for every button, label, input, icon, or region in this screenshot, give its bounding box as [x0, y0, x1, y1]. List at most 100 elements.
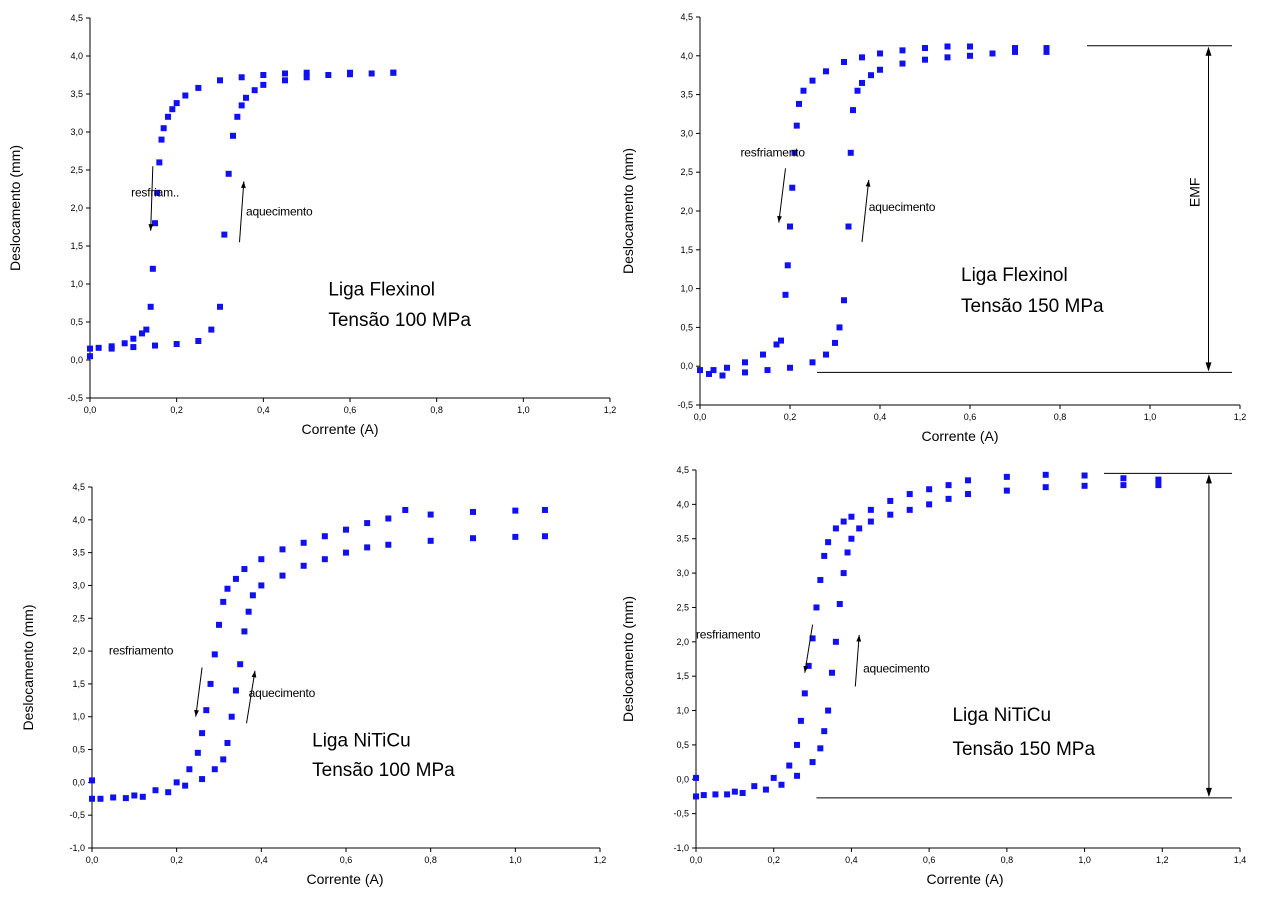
data-point: [906, 491, 913, 498]
data-point: [195, 84, 202, 91]
data-point: [108, 345, 115, 352]
data-point: [797, 717, 804, 724]
x-tick-label: 1,4: [1234, 855, 1247, 865]
arrowhead-icon: [803, 665, 809, 673]
annotation-text: Tensão 150 MPa: [961, 296, 1104, 317]
data-point: [800, 87, 807, 94]
data-point: [832, 339, 838, 346]
annotation-text: aquecimento: [249, 686, 316, 700]
data-point: [165, 789, 172, 796]
annotation-text: resfriamento: [741, 146, 806, 160]
data-point: [700, 792, 707, 799]
data-point: [1081, 482, 1088, 489]
data-point: [232, 687, 239, 694]
data-point: [234, 113, 241, 120]
data-point: [789, 184, 796, 191]
data-point: [809, 759, 816, 766]
y-tick-label: 1,5: [72, 679, 85, 689]
data-point: [794, 741, 801, 748]
y-tick-label: 3,5: [676, 534, 689, 544]
data-point: [194, 749, 201, 756]
data-point: [173, 100, 180, 107]
data-point: [165, 113, 171, 120]
data-point: [1043, 45, 1050, 52]
data-point: [347, 71, 353, 78]
data-point: [801, 690, 808, 697]
annotation-text: resfriamento: [109, 643, 174, 657]
x-tick-label: 0,4: [255, 855, 268, 865]
heating-arrow-icon: [246, 670, 256, 724]
data-point: [836, 601, 843, 608]
y-tick-label: 3,0: [676, 568, 689, 578]
data-point: [427, 537, 434, 544]
data-point: [249, 592, 256, 599]
data-point: [710, 367, 717, 374]
data-point: [207, 680, 214, 687]
data-point: [1043, 48, 1050, 55]
data-point: [859, 79, 865, 86]
y-tick-label: 0,0: [70, 355, 83, 365]
chart-panel-1: -0,50,00,51,01,52,02,53,03,54,04,50,0 0,2…: [7, 13, 616, 437]
data-point: [1155, 476, 1162, 483]
data-point: [152, 787, 159, 794]
x-tick-label: 0,8: [424, 855, 437, 865]
data-point: [693, 793, 699, 800]
y-tick-label: 3,0: [72, 580, 85, 590]
arrowhead-icon: [194, 709, 199, 717]
y-tick-label: 2,0: [680, 206, 693, 216]
data-point: [303, 69, 310, 76]
data-point: [922, 45, 928, 52]
x-tick-label: 0,4: [874, 412, 887, 422]
x-tick-label: 0,6: [964, 412, 977, 422]
data-point: [1003, 487, 1010, 494]
x-tick-label: 0,0: [86, 855, 99, 865]
y-tick-label: 1,0: [680, 284, 693, 294]
data-point: [154, 189, 161, 196]
data-point: [850, 107, 856, 114]
x-tick-label: 0,2: [784, 412, 797, 422]
data-point: [877, 66, 883, 73]
y-tick-label: 1,0: [72, 712, 85, 722]
data-point: [149, 265, 156, 272]
data-point: [844, 549, 851, 556]
data-point: [836, 324, 843, 331]
data-point: [809, 635, 816, 642]
data-point: [793, 122, 800, 129]
data-point: [859, 54, 865, 61]
data-point: [243, 94, 249, 101]
x-tick-label: 0,0: [690, 855, 703, 865]
annotation-text: Liga NiTiCu: [312, 730, 411, 751]
y-tick-label: 3,5: [70, 89, 83, 99]
y-axis-label: Deslocamento (mm): [620, 148, 636, 274]
data-point: [217, 77, 223, 84]
data-point: [832, 525, 839, 532]
y-axis-label: Deslocamento (mm): [620, 596, 636, 722]
data-point: [182, 92, 189, 99]
heating-arrow-icon: [861, 179, 870, 243]
data-point: [402, 506, 409, 513]
data-point: [787, 223, 793, 230]
data-point: [832, 638, 839, 645]
y-tick-label: 0,0: [676, 774, 689, 784]
data-point: [230, 132, 236, 139]
data-point: [343, 549, 349, 556]
data-point: [300, 539, 307, 546]
data-point: [899, 47, 906, 54]
data-point: [823, 68, 829, 75]
data-point: [300, 562, 307, 569]
data-point: [279, 546, 286, 553]
data-point: [512, 533, 519, 540]
data-point: [1012, 45, 1018, 52]
x-tick-label: 0,4: [845, 855, 858, 865]
data-point: [470, 508, 476, 515]
data-point: [712, 791, 719, 798]
y-tick-label: 4,0: [72, 515, 85, 525]
data-point: [821, 728, 828, 735]
data-point: [697, 367, 703, 374]
data-point: [887, 511, 894, 518]
y-tick-label: -0,5: [677, 400, 693, 410]
x-tick-label: 0,2: [170, 405, 183, 415]
data-point: [173, 341, 180, 348]
data-point: [251, 87, 258, 94]
data-point: [89, 795, 95, 802]
